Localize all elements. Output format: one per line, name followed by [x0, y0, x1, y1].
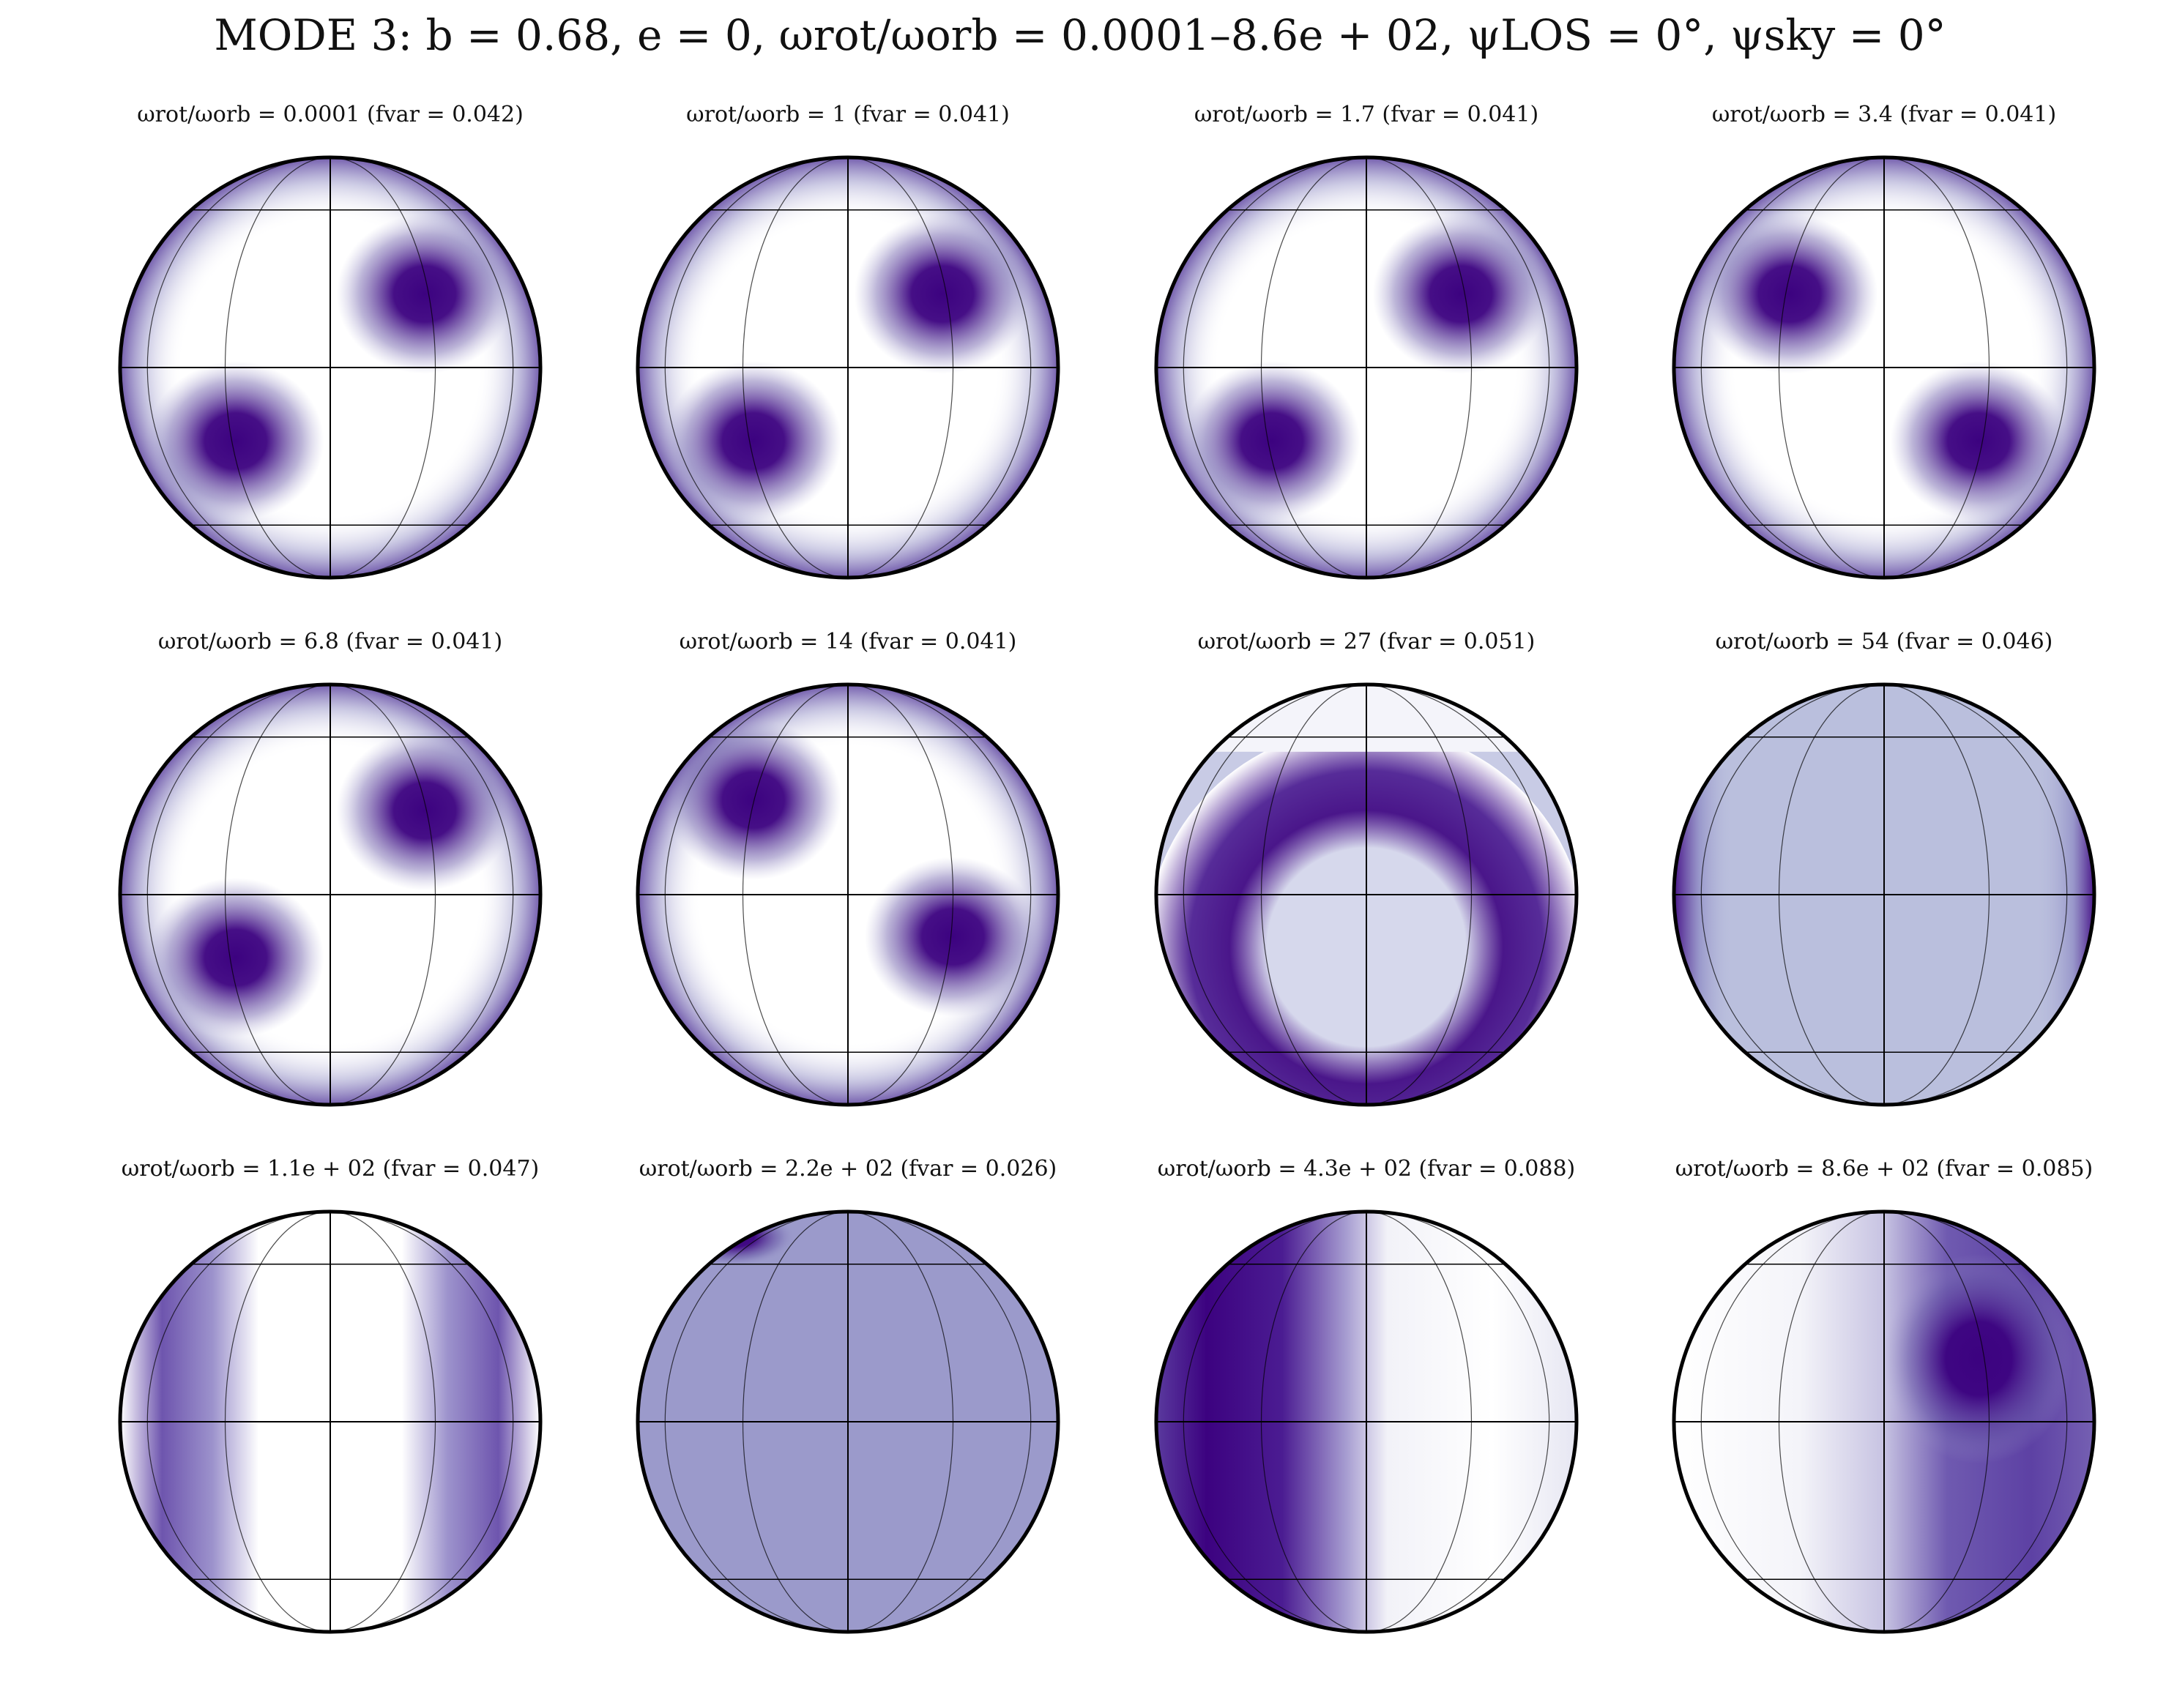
globe-map [1156, 685, 1577, 1105]
globe-panel: ωrot/ωorb = 1 (fvar = 0.041) [636, 102, 1060, 580]
panel-title: ωrot/ωorb = 14 (fvar = 0.041) [680, 629, 1017, 655]
meridian-line [664, 1212, 1032, 1632]
globe-map [1674, 157, 2094, 578]
globe-panel: ωrot/ωorb = 54 (fvar = 0.046) [1672, 629, 2096, 1107]
dark-spot [1183, 361, 1361, 521]
meridian-line [224, 1212, 436, 1632]
globe-panel: ωrot/ωorb = 1.1e + 02 (fvar = 0.047) [118, 1156, 543, 1634]
dark-spot [665, 720, 842, 880]
panel-title: ωrot/ωorb = 2.2e + 02 (fvar = 0.026) [639, 1156, 1057, 1182]
meridian-line [1778, 157, 1990, 578]
meridian-line [146, 157, 514, 578]
meridian-line [742, 157, 954, 578]
meridian-line [1260, 157, 1473, 578]
dark-spot [1372, 214, 1549, 374]
dark-spot [854, 214, 1031, 374]
dark-spot [1701, 214, 1878, 374]
panel-title: ωrot/ωorb = 1.1e + 02 (fvar = 0.047) [122, 1156, 539, 1182]
globe-map [638, 1212, 1058, 1632]
globe-map [638, 685, 1058, 1105]
meridian-line [224, 157, 436, 578]
meridian-line [664, 157, 1032, 578]
panel-title: ωrot/ωorb = 8.6e + 02 (fvar = 0.085) [1675, 1156, 2093, 1182]
globe-outline [636, 682, 1060, 1107]
meridian-line [1700, 157, 2068, 578]
dark-spot [1884, 1253, 2074, 1464]
panel-title: ωrot/ωorb = 1.7 (fvar = 0.041) [1194, 102, 1538, 127]
meridian-line [1183, 1212, 1550, 1632]
globe-outline [636, 155, 1060, 580]
meridian-line [664, 685, 1032, 1105]
globe-panel: ωrot/ωorb = 4.3e + 02 (fvar = 0.088) [1154, 1156, 1579, 1634]
globe-map [1674, 1212, 2094, 1632]
panel-title: ωrot/ωorb = 6.8 (fvar = 0.041) [158, 629, 502, 655]
globe-map [1156, 157, 1577, 578]
meridian-line [1778, 685, 1990, 1105]
figure-title: MODE 3: b = 0.68, e = 0, ωrot/ωorb = 0.0… [214, 10, 1946, 60]
globe-map [120, 685, 540, 1105]
globe-map [120, 157, 540, 578]
globe-panel: ωrot/ωorb = 8.6e + 02 (fvar = 0.085) [1672, 1156, 2096, 1634]
meridian-line [146, 685, 514, 1105]
meridian-line [1183, 157, 1550, 578]
globe-panel: ωrot/ωorb = 6.8 (fvar = 0.041) [118, 629, 543, 1107]
globe-outline [1672, 1209, 2096, 1634]
globe-map [638, 157, 1058, 578]
dark-spot [336, 214, 513, 374]
panel-title: ωrot/ωorb = 0.0001 (fvar = 0.042) [137, 102, 524, 127]
globe-panel: ωrot/ωorb = 0.0001 (fvar = 0.042) [118, 102, 543, 580]
panel-grid: ωrot/ωorb = 0.0001 (fvar = 0.042) ωrot/ωo… [118, 102, 2096, 1634]
panel-title: ωrot/ωorb = 1 (fvar = 0.041) [686, 102, 1010, 127]
globe-outline [1672, 682, 2096, 1107]
meridian-line [1700, 685, 2068, 1105]
dark-spot [665, 361, 842, 521]
globe-outline [1154, 682, 1579, 1107]
globe-panel: ωrot/ωorb = 14 (fvar = 0.041) [636, 629, 1060, 1107]
dark-spot [147, 361, 324, 521]
globe-map [120, 1212, 540, 1632]
globe-outline [118, 155, 543, 580]
globe-panel: ωrot/ωorb = 3.4 (fvar = 0.041) [1672, 102, 2096, 580]
meridian-line [1183, 685, 1550, 1105]
dark-spot [336, 731, 513, 891]
meridian-line [1778, 1212, 1990, 1632]
globe-panel: ωrot/ωorb = 27 (fvar = 0.051) [1154, 629, 1579, 1107]
globe-outline [118, 1209, 543, 1634]
meridian-line [146, 1212, 514, 1632]
meridian-line [742, 685, 954, 1105]
globe-outline [118, 682, 543, 1107]
panel-title: ωrot/ωorb = 27 (fvar = 0.051) [1198, 629, 1536, 655]
dark-spot [669, 1212, 796, 1267]
meridian-line [224, 685, 436, 1105]
meridian-line [742, 1212, 954, 1632]
globe-panel: ωrot/ωorb = 1.7 (fvar = 0.041) [1154, 102, 1579, 580]
panel-title: ωrot/ωorb = 3.4 (fvar = 0.041) [1712, 102, 2056, 127]
globe-outline [1154, 155, 1579, 580]
panel-title: ωrot/ωorb = 4.3e + 02 (fvar = 0.088) [1158, 1156, 1575, 1182]
dark-spot [147, 878, 324, 1038]
panel-title: ωrot/ωorb = 54 (fvar = 0.046) [1716, 629, 2053, 655]
globe-outline [636, 1209, 1060, 1634]
dark-spot [1890, 361, 2067, 521]
globe-map [1674, 685, 2094, 1105]
meridian-line [1700, 1212, 2068, 1632]
dark-spot [864, 857, 1042, 1017]
globe-outline [1672, 155, 2096, 580]
globe-outline [1154, 1209, 1579, 1634]
meridian-line [1260, 1212, 1473, 1632]
globe-panel: ωrot/ωorb = 2.2e + 02 (fvar = 0.026) [636, 1156, 1060, 1634]
meridian-line [1260, 685, 1473, 1105]
globe-map [1156, 1212, 1577, 1632]
